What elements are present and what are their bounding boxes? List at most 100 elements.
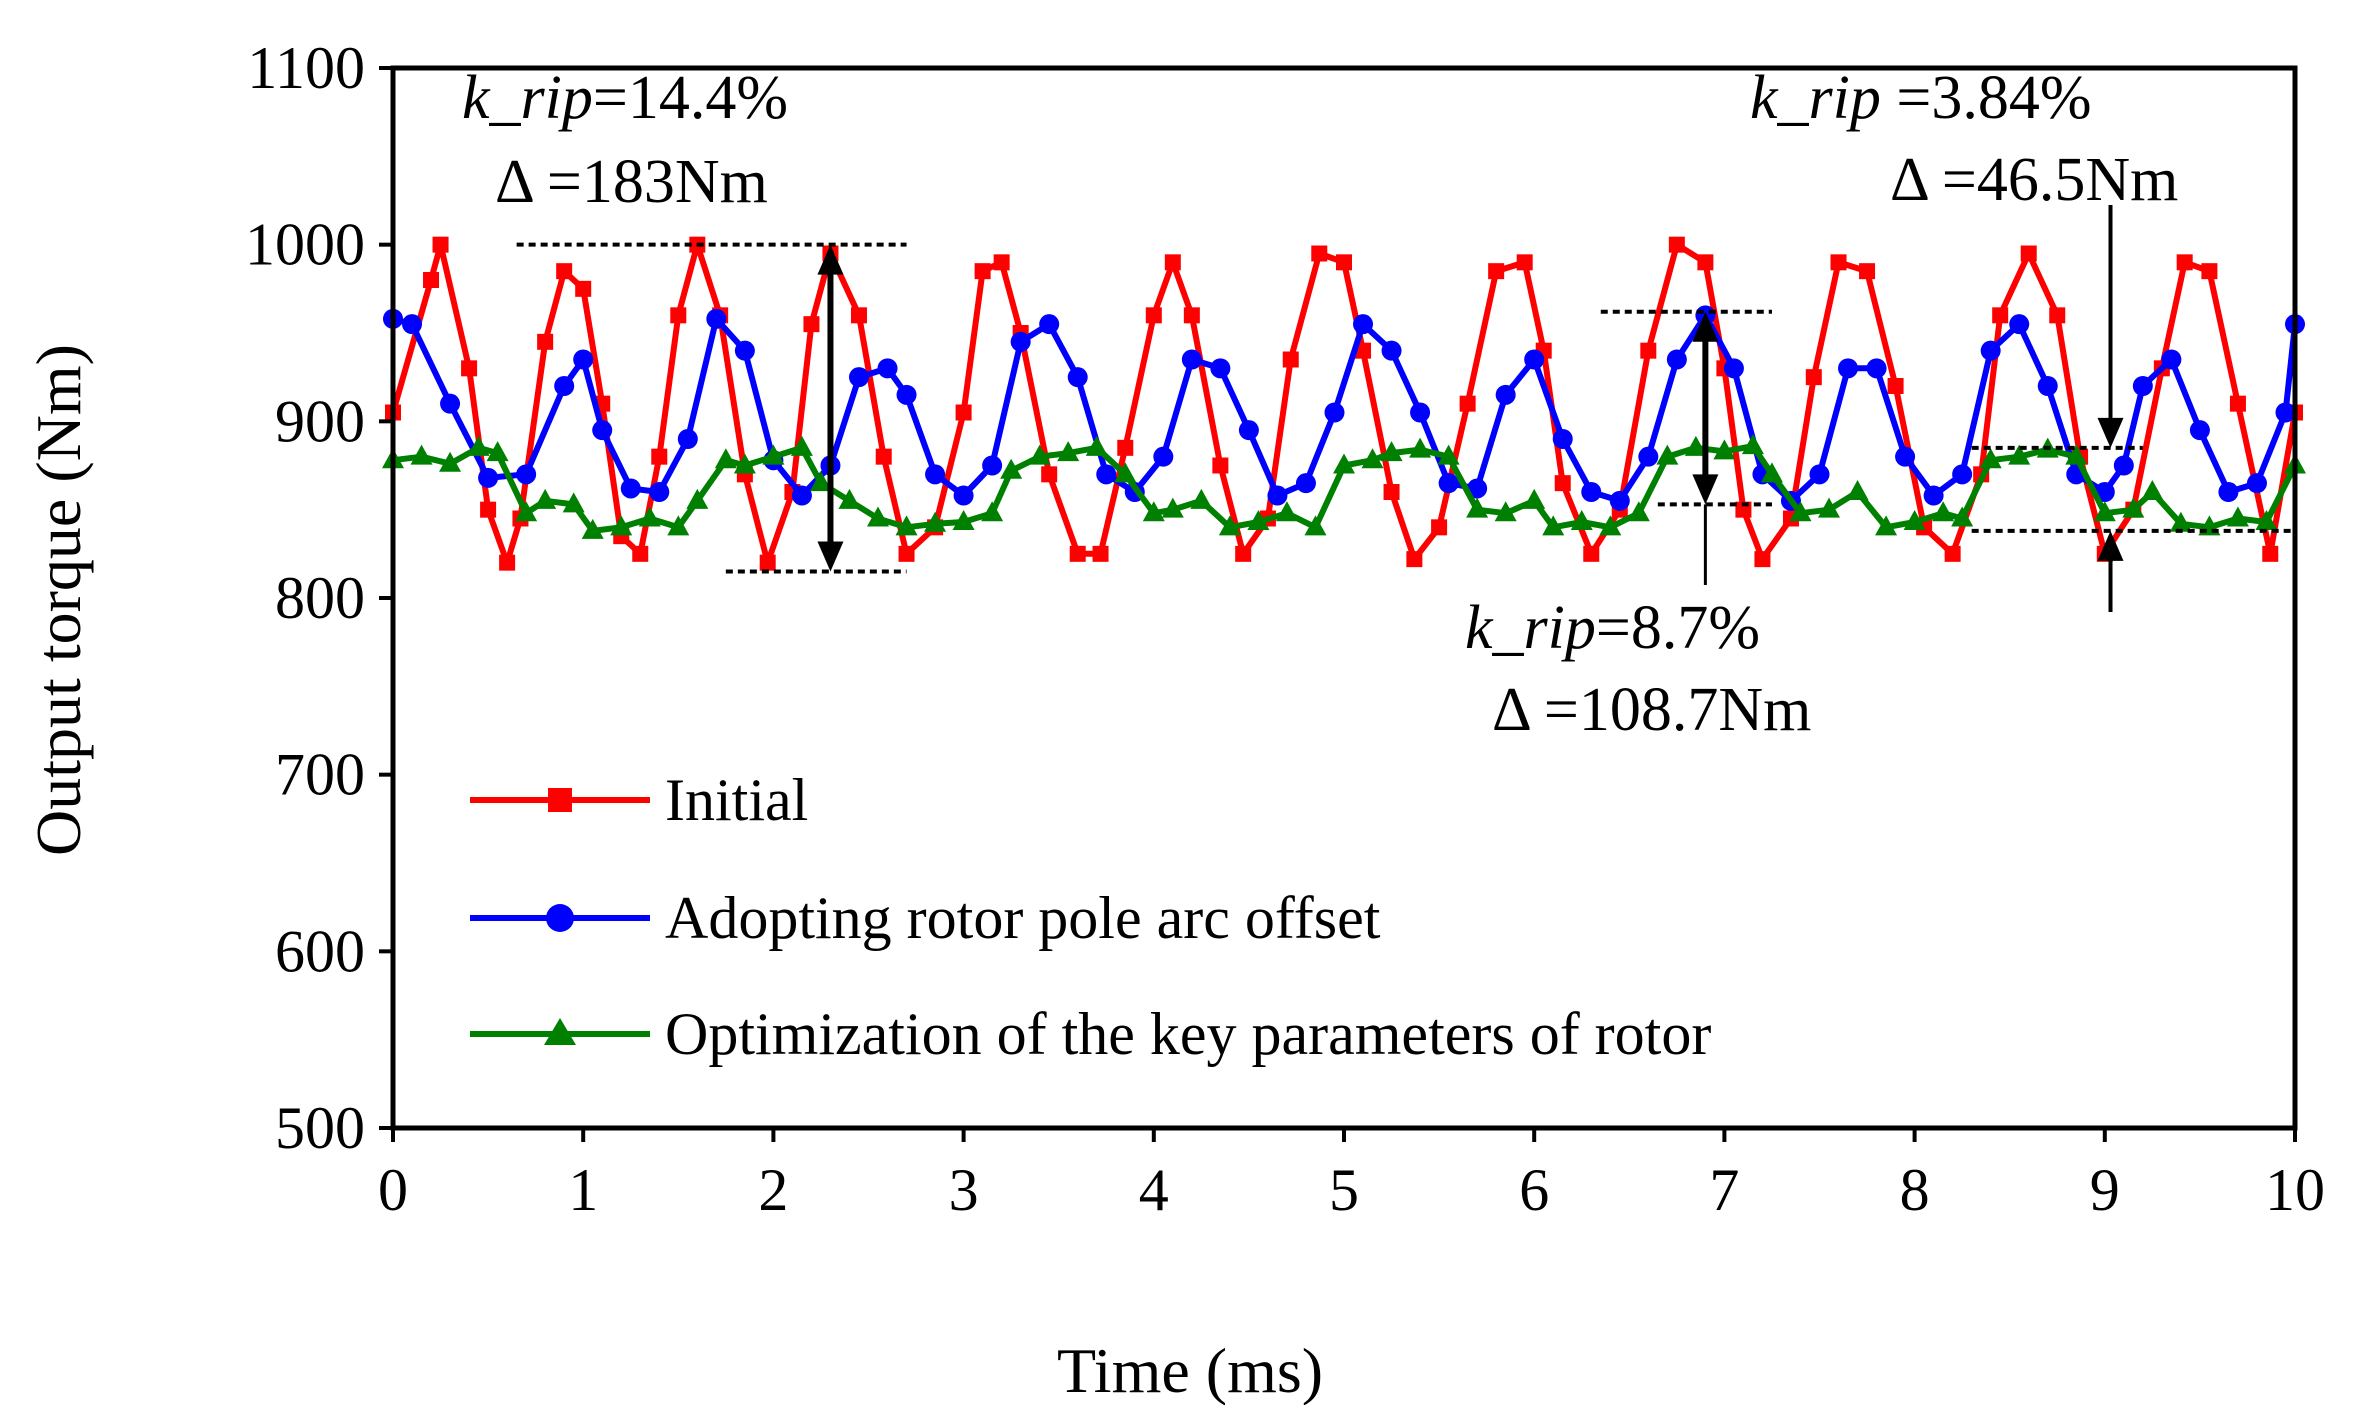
data-point (1554, 475, 1571, 492)
series-1 (385, 236, 2303, 571)
data-point (1218, 515, 1241, 536)
data-point (1516, 254, 1533, 271)
legend-marker (544, 1018, 576, 1045)
x-axis-title: Time (ms) (1057, 1335, 1323, 1405)
data-point (1488, 263, 1505, 280)
data-point (1235, 545, 1252, 562)
arrow-head (817, 541, 844, 572)
data-point (1638, 446, 1659, 467)
data-point (1057, 441, 1080, 462)
data-point (2201, 263, 2218, 280)
data-point (516, 464, 537, 485)
data-point (1809, 464, 1830, 485)
data-point (981, 501, 1004, 522)
data-point (1324, 402, 1345, 423)
data-point (440, 393, 461, 414)
data-point (1760, 462, 1783, 483)
series-2 (383, 305, 2305, 511)
data-point (1952, 464, 1973, 485)
data-point (1830, 254, 1847, 271)
y-tick-label: 700 (275, 742, 365, 808)
data-point (706, 308, 727, 329)
data-point (592, 420, 613, 441)
data-point (1355, 342, 1372, 359)
data-point (1495, 384, 1516, 405)
data-point (1524, 349, 1545, 370)
data-point (1838, 358, 1859, 379)
data-point (1275, 501, 1298, 522)
data-point (790, 435, 813, 456)
data-point (1723, 358, 1744, 379)
data-point (1437, 444, 1460, 465)
data-point (1164, 254, 1181, 271)
data-point (838, 488, 861, 509)
data-point (952, 510, 975, 531)
x-tick-label: 6 (1519, 1157, 1549, 1223)
x-tick-label: 7 (1709, 1157, 1739, 1223)
y-axis-title: Output torque (Nm) (23, 344, 94, 856)
data-point (2246, 473, 2267, 494)
data-point (1494, 501, 1517, 522)
data-point (423, 272, 440, 288)
data-point (1295, 473, 1316, 494)
data-point (2093, 501, 2116, 522)
data-point (875, 448, 892, 465)
data-point (1467, 478, 1488, 499)
data-point (1383, 484, 1400, 500)
data-point (1311, 245, 1328, 262)
x-tick-label: 9 (2090, 1157, 2120, 1223)
data-point (515, 501, 538, 522)
y-tick-label: 500 (275, 1095, 365, 1161)
x-tick-label: 3 (949, 1157, 979, 1223)
data-point (1609, 490, 1630, 511)
data-point (955, 404, 972, 421)
data-point (1668, 236, 1685, 253)
data-point (2226, 506, 2249, 527)
data-point (1923, 485, 1944, 506)
data-point (974, 263, 991, 280)
data-point (1438, 473, 1459, 494)
data-point (898, 545, 915, 562)
data-point (1875, 515, 1898, 536)
data-point (803, 316, 820, 333)
tick-layer: 0 1 2 3 4 5 6 7 8 9 10 500 600 700 800 900 1000 1100 (245, 35, 2325, 1223)
data-point (1267, 485, 1288, 506)
data-point (1741, 434, 1764, 455)
x-tick-label: 0 (378, 1157, 408, 1223)
data-point (1980, 340, 2001, 361)
data-point (2122, 497, 2145, 518)
data-point (1466, 497, 1489, 518)
data-point (1085, 435, 1108, 456)
data-point (1069, 545, 1086, 562)
data-point (1944, 545, 1961, 562)
data-point (1145, 307, 1162, 324)
data-point (734, 340, 755, 361)
data-point (638, 506, 661, 527)
data-point (953, 485, 974, 506)
data-point (461, 360, 478, 377)
data-point (1153, 446, 1174, 467)
data-point (791, 485, 812, 506)
data-point (1887, 378, 1904, 394)
y-tick-label: 800 (275, 565, 365, 631)
data-point (439, 451, 462, 472)
data-point (2065, 444, 2088, 465)
data-point (2255, 510, 2278, 531)
delta-label: Δ =108.7Nm (1492, 676, 1811, 744)
data-point (1431, 519, 1448, 536)
x-tick-label: 2 (758, 1157, 788, 1223)
data-point (2275, 402, 2296, 423)
data-point (714, 448, 737, 469)
data-point (925, 464, 946, 485)
data-point (924, 511, 947, 532)
data-point (1212, 457, 1229, 474)
data-point (432, 236, 449, 253)
data-point (1846, 480, 1869, 500)
legend-marker (548, 788, 572, 812)
data-point (1381, 340, 1402, 361)
data-point (2049, 307, 2066, 324)
data-point (534, 488, 557, 509)
legend-label: Optimization of the key parameters of ro… (665, 1001, 1711, 1067)
data-point (667, 515, 690, 536)
